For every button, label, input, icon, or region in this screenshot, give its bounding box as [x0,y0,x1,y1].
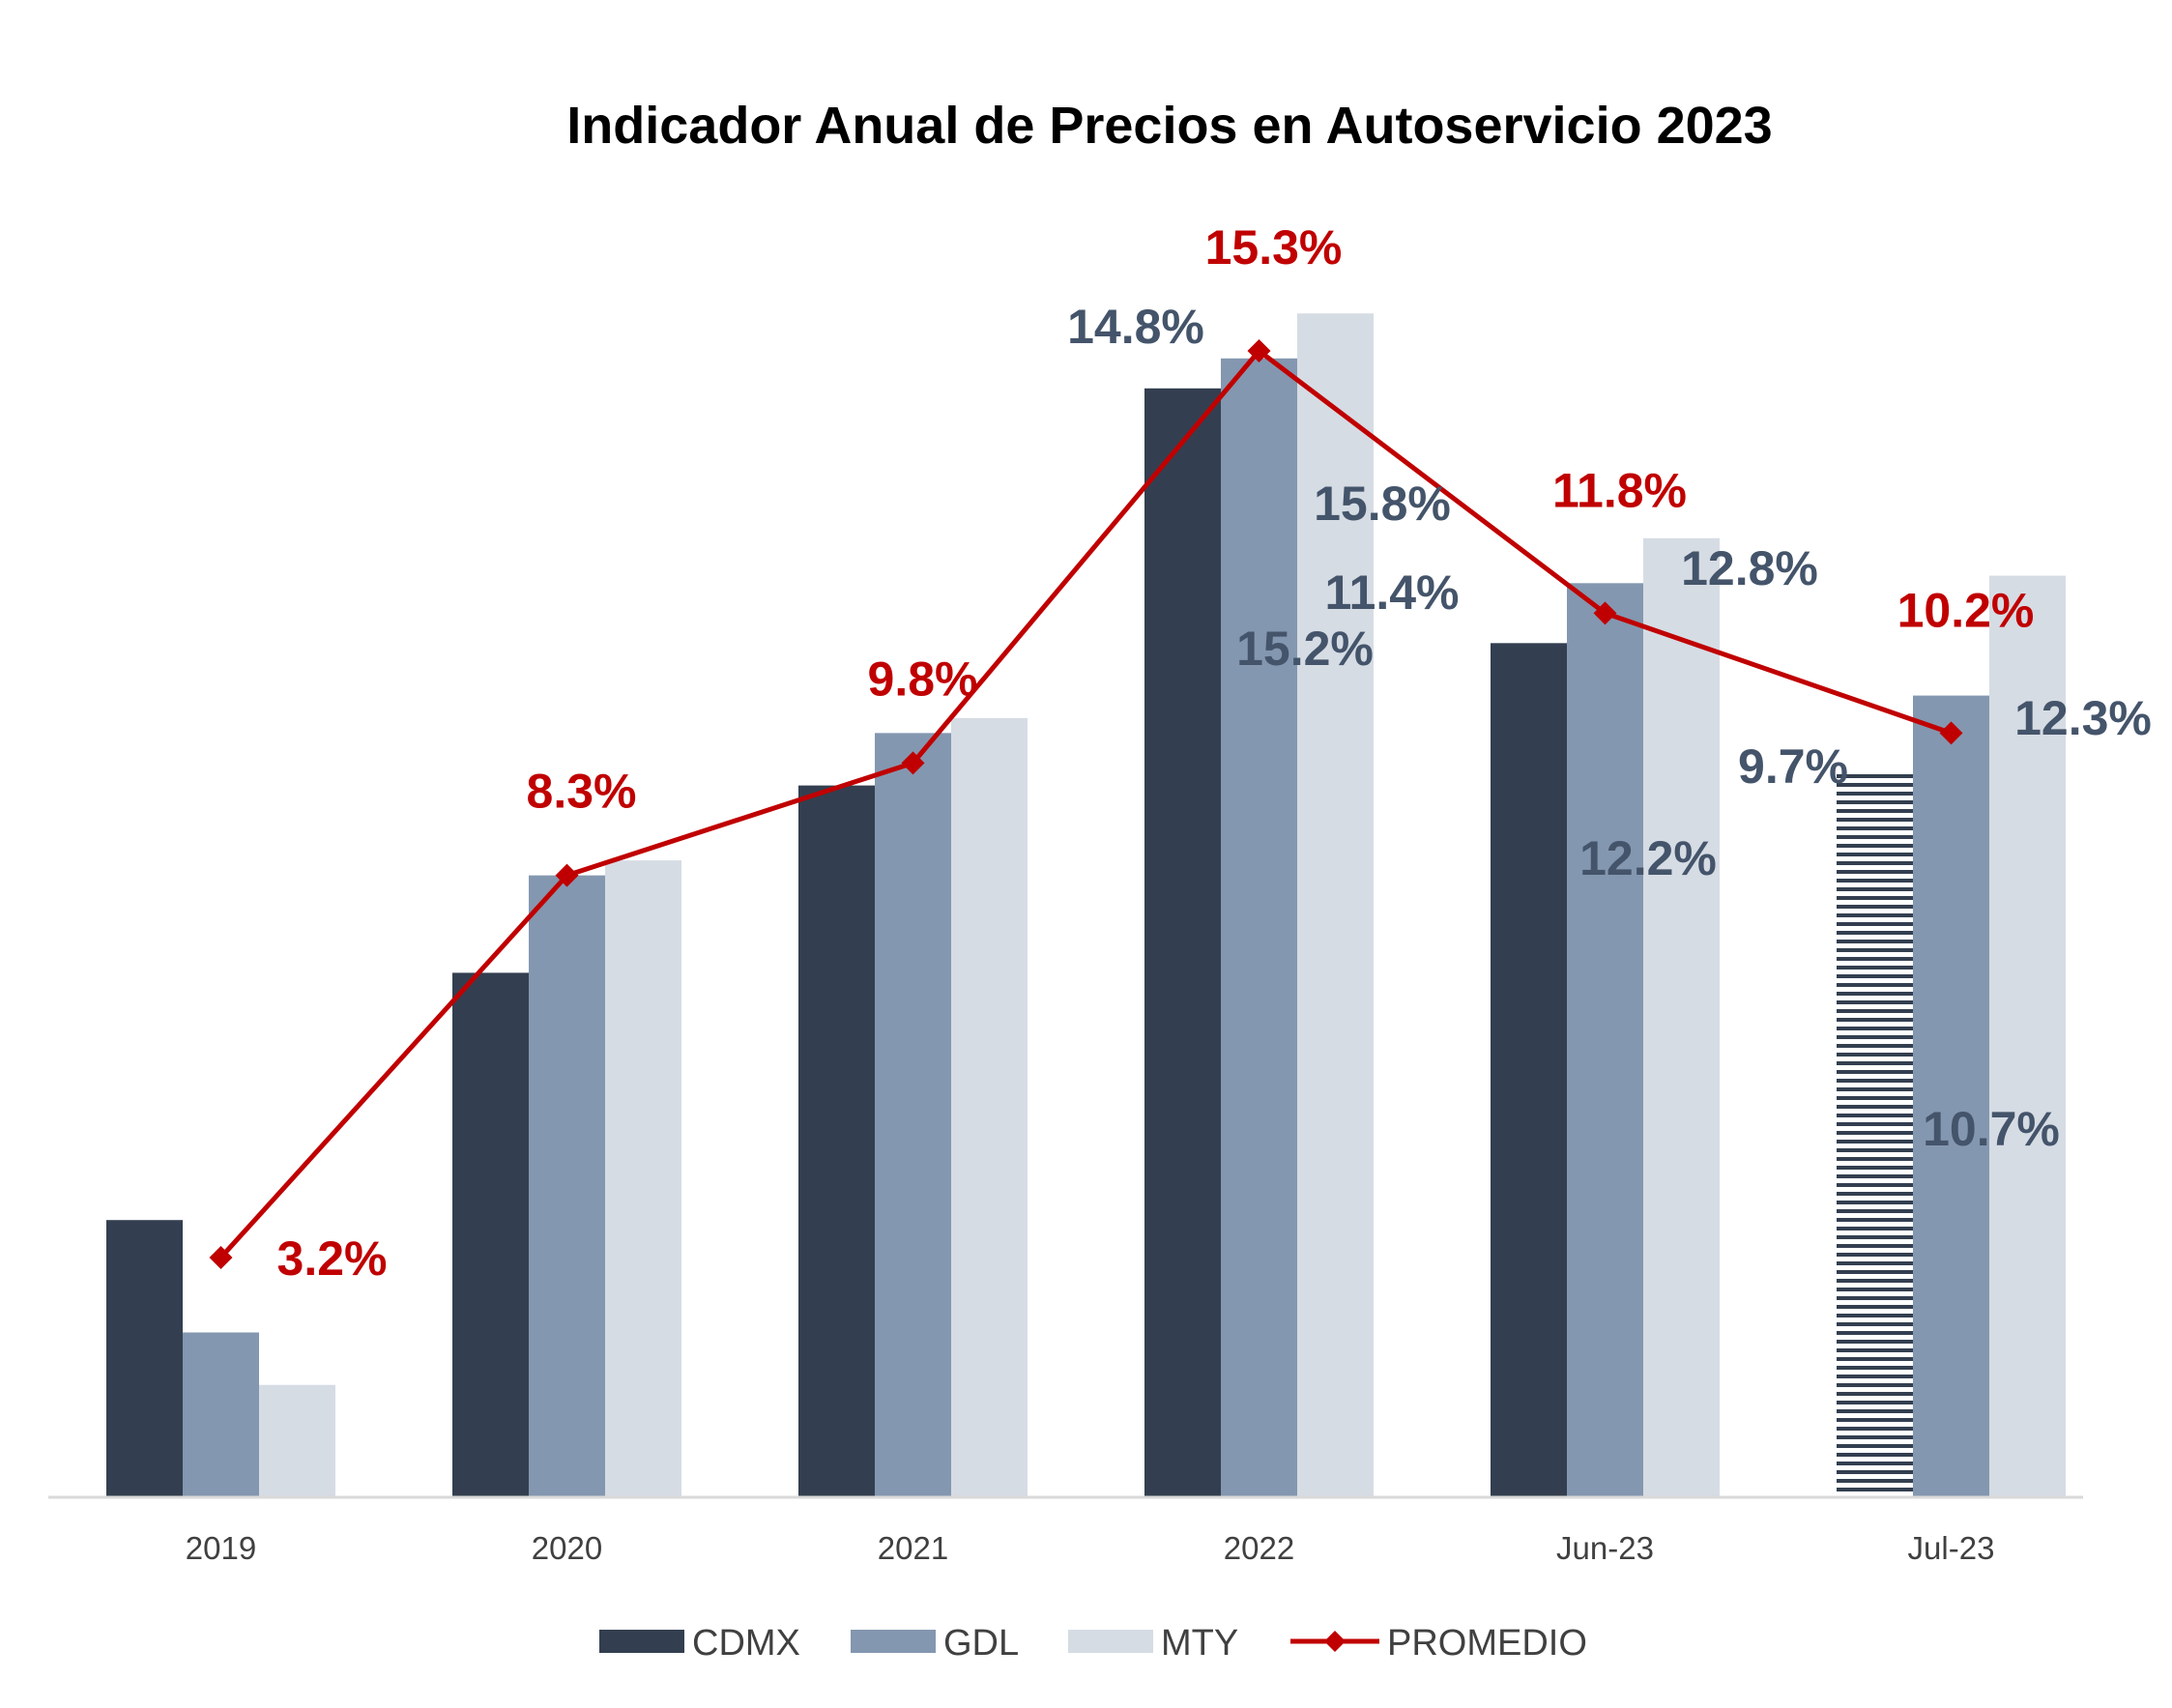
bar-cdmx-2022 [1144,388,1221,1497]
bar-mty-2019 [259,1384,335,1497]
x-tick-label-jul-23: Jul-23 [1908,1530,1995,1566]
bar-gdl-jun-23 [1567,583,1643,1497]
bar-cdmx-2021 [798,785,875,1497]
x-tick-label-2019: 2019 [186,1530,256,1566]
data-label-promedio-2022: 15.3% [1205,220,1343,275]
x-tick-label-2020: 2020 [532,1530,602,1566]
legend: CDMX GDL MTY PROMEDIO [599,1623,1587,1664]
data-label-cdmx-jun-23: 11.4% [1324,565,1459,620]
bar-gdl-2020 [529,875,605,1497]
promedio-marker-2022 [1247,339,1271,363]
data-label-gdl-jul-23: 10.7% [1923,1102,2060,1156]
data-label-mty-jul-23: 12.3% [2014,691,2152,745]
data-label-promedio-jun-23: 11.8% [1552,463,1687,517]
promedio-marker-jul-23 [1939,721,1963,745]
bar-gdl-jul-23 [1913,695,1989,1497]
chart-title: Indicador Anual de Precios en Autoservic… [566,97,1772,155]
data-label-mty-jun-23: 12.8% [1681,541,1818,595]
data-label-gdl-jun-23: 12.2% [1579,831,1717,885]
promedio-line [218,348,1953,1259]
bar-gdl-2022 [1221,358,1297,1498]
bar-cdmx-2020 [452,972,529,1497]
data-label-promedio-jul-23: 10.2% [1897,583,2035,637]
data-label-promedio-2019: 3.2% [277,1231,388,1286]
bar-cdmx-2019 [106,1220,183,1497]
x-tick-label-2021: 2021 [878,1530,948,1566]
data-label-cdmx-jul-23: 9.7% [1738,739,1848,794]
data-label-gdl-2022: 15.2% [1236,622,1374,676]
promedio-marker-2021 [901,751,925,775]
bar-mty-2022 [1297,313,1374,1497]
legend-label-cdmx: CDMX [692,1623,800,1664]
promedio-marker-2020 [555,863,579,887]
legend-swatch-gdl [851,1630,936,1653]
bar-mty-jul-23 [1989,575,2066,1497]
promedio-line-layer [209,339,1963,1269]
data-label-promedio-2021: 9.8% [868,651,978,706]
legend-swatch-cdmx [599,1630,684,1653]
bar-mty-2020 [605,860,681,1497]
legend-swatch-mty [1068,1630,1153,1653]
bars-layer [106,313,2066,1498]
x-tick-label-2022: 2022 [1224,1530,1294,1566]
legend-label-promedio: PROMEDIO [1387,1623,1587,1664]
bar-gdl-2019 [183,1332,259,1497]
bar-cdmx-jul-23 [1837,770,1913,1497]
bar-mty-2021 [951,717,1028,1497]
x-tick-labels: 2019 2020 2021 2022 Jun-23 Jul-23 [186,1530,1995,1566]
data-label-mty-2022: 15.8% [1314,477,1451,531]
promedio-marker-2019 [209,1245,233,1269]
data-label-cdmx-2022: 14.8% [1067,300,1204,354]
legend-label-mty: MTY [1161,1623,1238,1664]
data-labels-layer: 14.8% 15.2% 15.8% 11.4% 12.2% 12.8% 9.7% 10.7% 1… [277,220,2152,1286]
bar-cdmx-jun-23 [1491,643,1567,1497]
data-label-promedio-2020: 8.3% [527,765,637,819]
legend-marker-promedio [1324,1631,1346,1652]
bar-mty-jun-23 [1643,537,1720,1497]
bar-gdl-2021 [875,733,951,1497]
promedio-marker-jun-23 [1593,601,1617,625]
x-tick-label-jun-23: Jun-23 [1556,1530,1654,1566]
legend-label-gdl: GDL [943,1623,1019,1664]
